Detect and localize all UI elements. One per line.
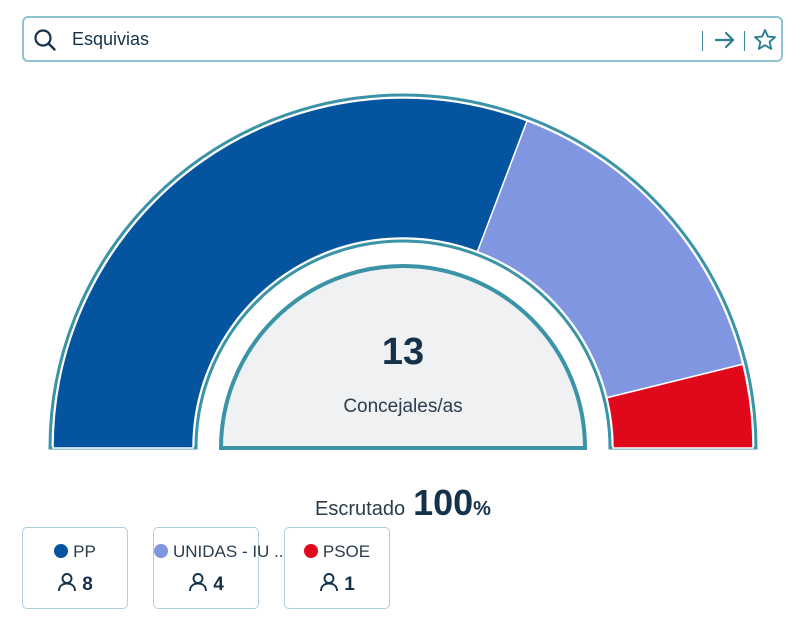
- party-color-dot: [154, 544, 168, 558]
- hemicycle-svg: [48, 93, 758, 450]
- person-icon: [320, 573, 339, 592]
- hemicycle-center: [218, 264, 588, 450]
- party-name: UNIDAS - IU ...: [173, 542, 289, 561]
- seat-segment-psoe[interactable]: [605, 363, 754, 449]
- party-color-dot: [303, 544, 318, 558]
- seats-hemicycle-chart: [0, 80, 806, 460]
- search-bar: [22, 16, 783, 62]
- party-seats: 1: [344, 574, 355, 595]
- person-icon: [189, 573, 208, 592]
- search-input[interactable]: [72, 26, 672, 52]
- total-seats: 13: [381, 331, 425, 373]
- seat-segment-unidas-iu[interactable]: [476, 119, 744, 399]
- legend-card-pp[interactable]: PP 8: [22, 527, 128, 609]
- party-name: PP: [73, 542, 96, 561]
- scrutiny-status: Escrutado 100%: [0, 482, 806, 524]
- search-divider: [744, 31, 745, 51]
- search-go-button[interactable]: [712, 27, 738, 53]
- party-seats: 8: [82, 574, 93, 595]
- party-color-dot: [54, 544, 69, 558]
- person-icon: [58, 573, 77, 592]
- total-seats-label: Concejales/as: [343, 396, 463, 417]
- party-name: PSOE: [322, 542, 371, 561]
- scrutiny-unit: %: [473, 498, 491, 520]
- search-divider: [702, 31, 703, 51]
- arrow-right-icon: [714, 31, 735, 49]
- party-seats: 4: [213, 574, 224, 595]
- favorite-button[interactable]: [752, 27, 778, 53]
- star-icon: [754, 29, 776, 50]
- scrutiny-label: Escrutado: [315, 498, 406, 520]
- legend-card-psoe[interactable]: PSOE 1: [284, 527, 390, 609]
- search-icon: [34, 29, 56, 51]
- legend-card-unidas-iu[interactable]: UNIDAS - IU ... 4: [153, 527, 288, 609]
- seat-segment-pp[interactable]: [52, 97, 529, 449]
- scrutiny-value: 100: [413, 482, 474, 523]
